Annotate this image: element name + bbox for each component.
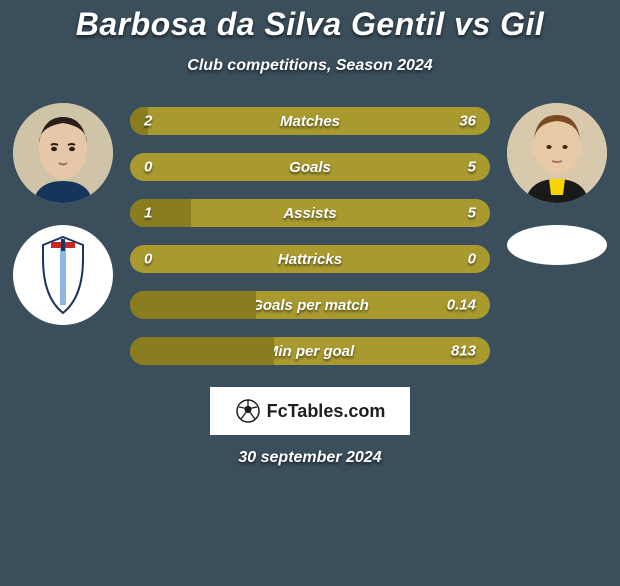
comparison-panel: 2 Matches 36 0 Goals 5 1 Assists 5 0 Hat… — [0, 103, 620, 365]
player-left-avatar — [13, 103, 113, 203]
page-title: Barbosa da Silva Gentil vs Gil — [0, 6, 620, 43]
footer-brand-text: FcTables.com — [267, 401, 386, 422]
stat-row: Min per goal 813 — [130, 337, 490, 365]
footer-brand-badge: FcTables.com — [210, 387, 410, 435]
stat-left-fill — [130, 337, 274, 365]
stat-right-value: 0 — [468, 251, 476, 268]
stat-row: 1 Assists 5 — [130, 199, 490, 227]
stat-left-fill — [130, 291, 256, 319]
player-left-avatar-icon — [13, 103, 113, 203]
stat-left-value: 2 — [144, 113, 152, 130]
stats-bars: 2 Matches 36 0 Goals 5 1 Assists 5 0 Hat… — [118, 103, 502, 365]
stat-right-value: 36 — [459, 113, 476, 130]
stat-row: Goals per match 0.14 — [130, 291, 490, 319]
stat-left-value: 0 — [144, 159, 152, 176]
stat-left-value: 1 — [144, 205, 152, 222]
player-right-avatar — [507, 103, 607, 203]
stat-right-value: 813 — [451, 343, 476, 360]
right-player-column — [502, 103, 612, 265]
stat-left-value: 0 — [144, 251, 152, 268]
club-left-badge-icon — [33, 235, 93, 315]
stat-label: Hattricks — [130, 251, 490, 268]
stat-right-value: 0.14 — [447, 297, 476, 314]
date-text: 30 september 2024 — [0, 449, 620, 467]
stat-label: Matches — [130, 113, 490, 130]
stat-label: Goals — [130, 159, 490, 176]
club-left-badge — [13, 225, 113, 325]
soccer-ball-icon — [235, 398, 261, 424]
stat-row: 2 Matches 36 — [130, 107, 490, 135]
stat-left-fill — [130, 199, 191, 227]
subtitle: Club competitions, Season 2024 — [0, 57, 620, 75]
club-right-badge — [507, 225, 607, 265]
stat-row: 0 Hattricks 0 — [130, 245, 490, 273]
stat-right-value: 5 — [468, 205, 476, 222]
stat-right-value: 5 — [468, 159, 476, 176]
player-right-avatar-icon — [507, 103, 607, 203]
left-player-column — [8, 103, 118, 325]
stat-row: 0 Goals 5 — [130, 153, 490, 181]
